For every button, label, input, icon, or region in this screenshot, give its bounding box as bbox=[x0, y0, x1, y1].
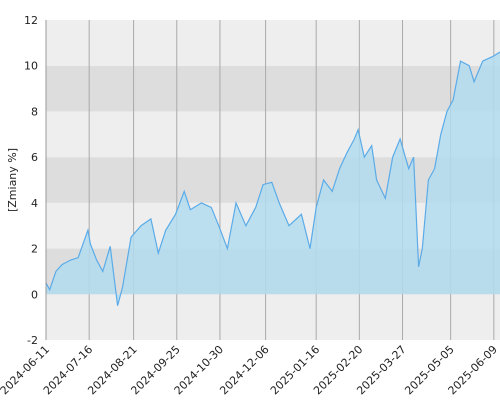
grid-band bbox=[46, 20, 500, 66]
y-tick-label: 0 bbox=[31, 288, 38, 301]
y-tick-label: 12 bbox=[24, 14, 38, 27]
x-tick-label: 2024-12-06 bbox=[217, 343, 271, 397]
grid-band bbox=[46, 65, 500, 112]
y-tick-label: 10 bbox=[24, 60, 38, 73]
y-tick-label: 4 bbox=[31, 197, 38, 210]
y-axis-label: [Zmiany %] bbox=[6, 148, 19, 212]
y-tick-label: 8 bbox=[31, 105, 38, 118]
y-tick-label: 2 bbox=[31, 243, 38, 256]
grid-band bbox=[46, 294, 500, 340]
y-tick-label: -2 bbox=[27, 334, 38, 347]
grid-band bbox=[46, 111, 500, 158]
line bbox=[45, 51, 500, 306]
area bbox=[46, 52, 500, 306]
y-tick-label: 6 bbox=[31, 151, 38, 164]
